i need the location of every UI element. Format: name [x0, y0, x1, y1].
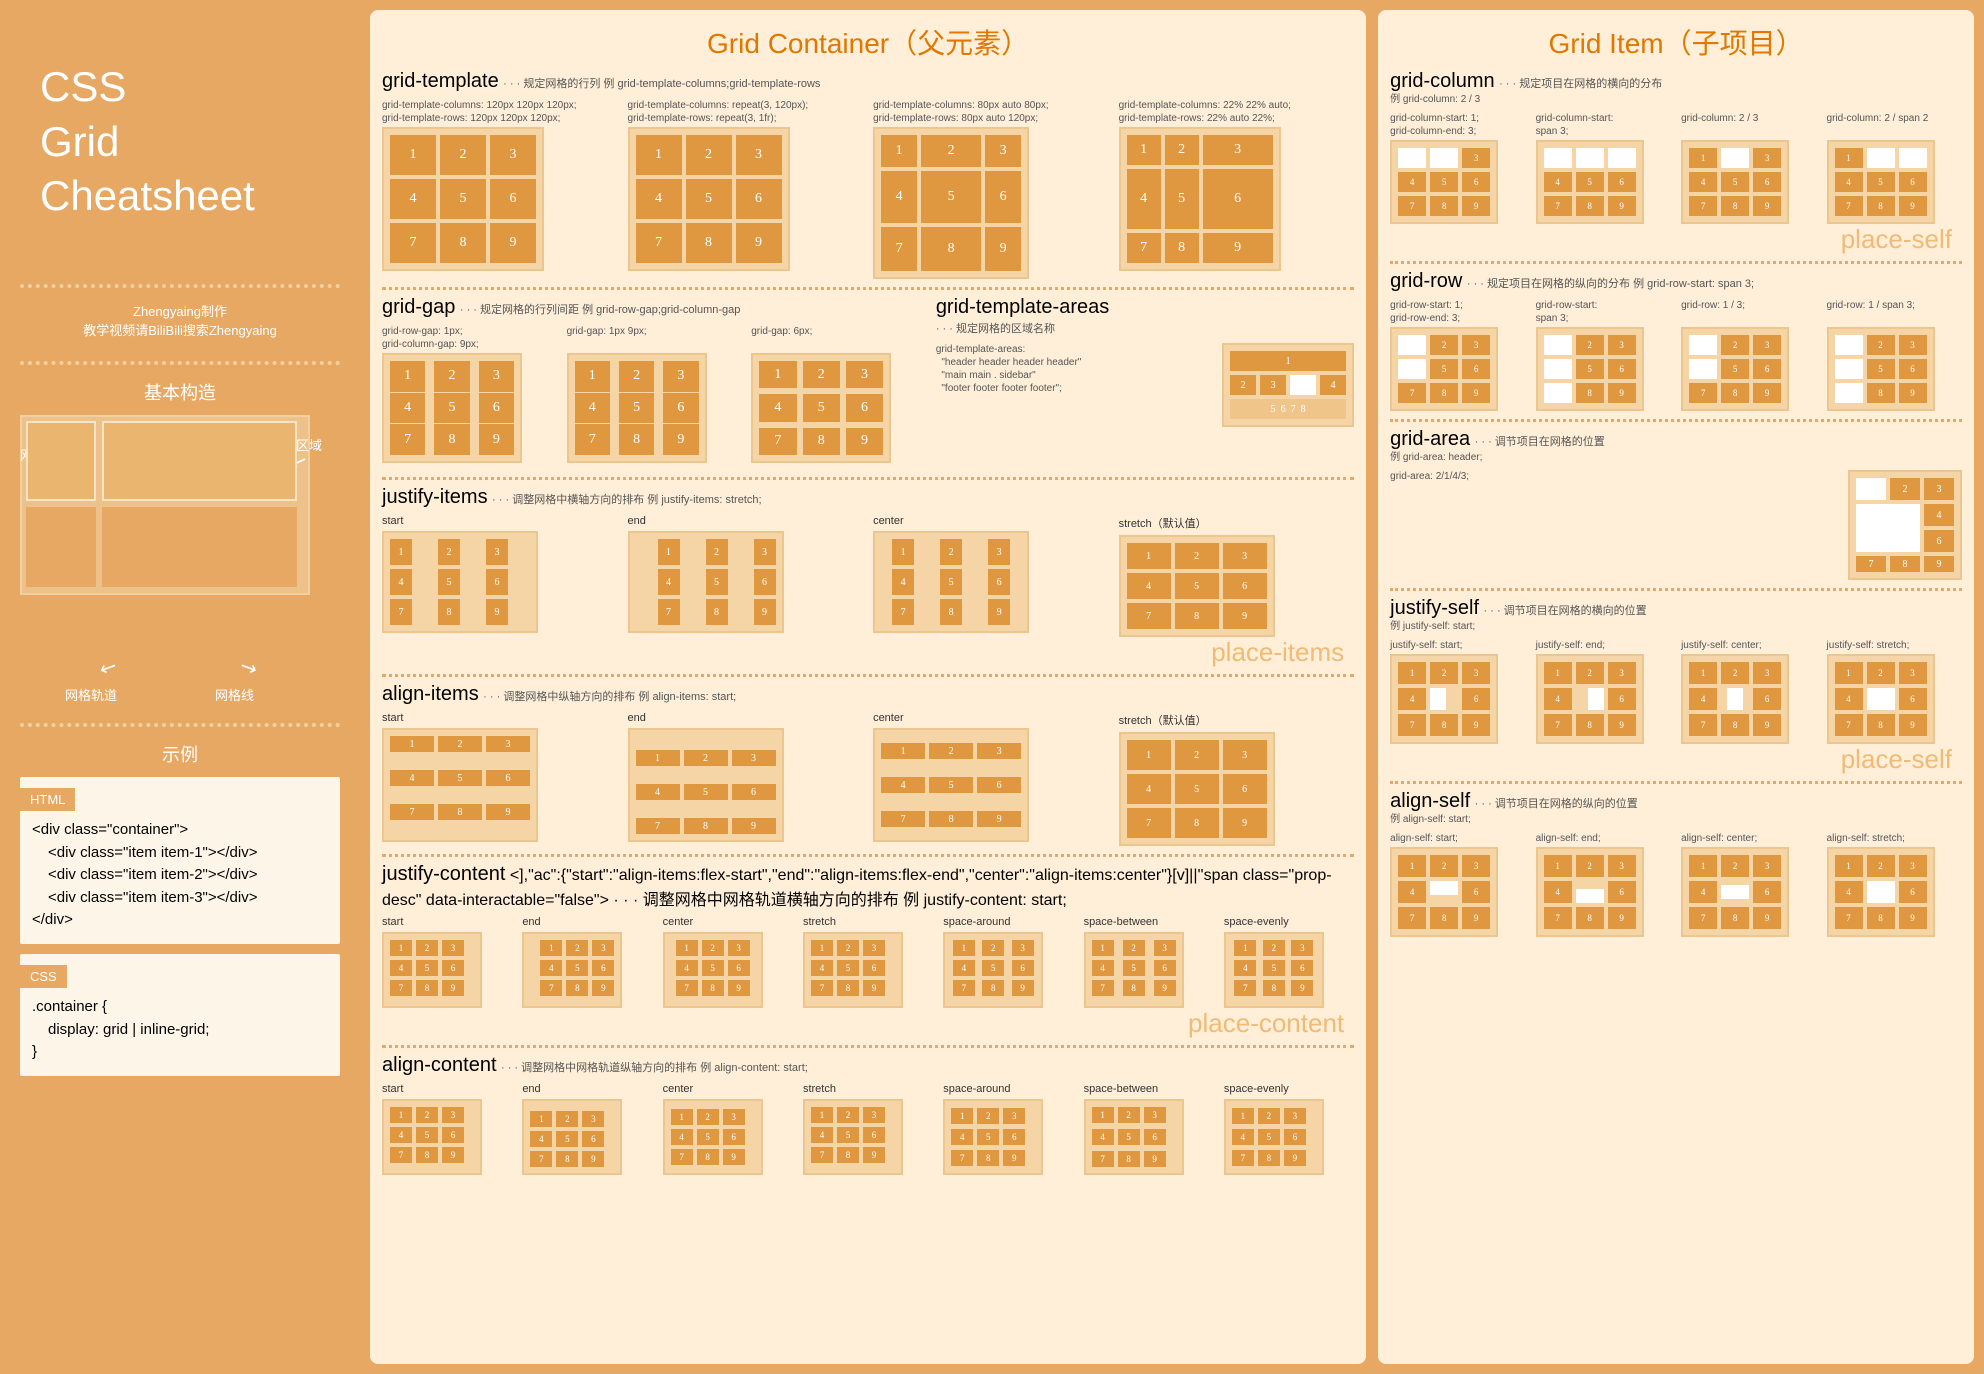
title-line-2: Grid — [40, 115, 340, 170]
grid-demo: 123456789 — [1681, 654, 1789, 744]
structure-diagram: 网格容器 网格单元 网格区域 ↑ ↗ ↗ ↙ ↘ 网格轨道 网格线 — [20, 415, 340, 715]
grid-demo: 123456789 — [1119, 127, 1281, 271]
grid-demo: 123456789 — [1390, 847, 1498, 937]
credit: Zhengyaing制作 教学视频请BiliBili搜索Zhengyaing — [20, 302, 340, 341]
place-self-watermark: place-self — [1390, 224, 1962, 255]
grid-demo: 123456789 — [382, 531, 538, 633]
grid-demo: 123456789 — [1390, 327, 1498, 411]
container-panel: Grid Container（父元素） grid-template · · · … — [370, 10, 1366, 1364]
html-code-box: HTML <div class="container"><div class="… — [20, 777, 340, 944]
main-title: CSS Grid Cheatsheet — [40, 60, 340, 224]
grid-demo: 123456789 — [1119, 732, 1275, 846]
grid-demo: 123456789 — [1390, 654, 1498, 744]
align-items-section: align-items · · · 调整网格中纵轴方向的排布 例 align-i… — [382, 683, 1354, 846]
sidebar: CSS Grid Cheatsheet Zhengyaing制作 教学视频请Bi… — [0, 0, 360, 1374]
grid-demo: 123456789 — [628, 127, 790, 271]
grid-demo: 123456789 — [803, 932, 903, 1008]
title-line-3: Cheatsheet — [40, 169, 340, 224]
grid-demo: 123456789 — [382, 932, 482, 1008]
grid-demo: 123456789 — [522, 932, 622, 1008]
grid-demo: 123456789 — [628, 531, 784, 633]
grid-demo: 123456789 — [1119, 535, 1275, 637]
grid-demo: 123456789 — [943, 1099, 1043, 1175]
grid-template-section: grid-template · · · 规定网格的行列 例 grid-templ… — [382, 70, 1354, 279]
example-heading: 示例 — [20, 741, 340, 767]
grid-demo: 123456789 — [751, 353, 891, 463]
place-content-watermark: place-content — [382, 1008, 1354, 1039]
grid-demo: 123456789 — [628, 728, 784, 842]
grid-area-section: grid-area · · · 调节项目在网格的位置 例 grid-area: … — [1390, 428, 1962, 580]
align-self-section: align-self · · · 调节项目在网格的纵向的位置 例 align-s… — [1390, 790, 1962, 937]
html-tag: HTML — [20, 788, 75, 812]
place-self-watermark: place-self — [1390, 744, 1962, 775]
grid-area-demo: 2346789 — [1848, 470, 1962, 580]
grid-demo: 123456789 — [1827, 847, 1935, 937]
grid-demo: 123456789 — [1224, 932, 1324, 1008]
grid-demo: 123456789 — [522, 1099, 622, 1175]
grid-demo: 123456789 — [1681, 847, 1789, 937]
html-code: <div class="container"><div class="item … — [32, 819, 328, 932]
css-tag: CSS — [20, 965, 67, 989]
grid-demo: 123456789 — [1536, 327, 1644, 411]
grid-demo: 123456789 — [1536, 140, 1644, 224]
grid-demo: 123456789 — [382, 353, 522, 463]
grid-demo: 123456789 — [1681, 140, 1789, 224]
gap-areas-row: grid-gap · · · 规定网格的行列间距 例 grid-row-gap;… — [382, 296, 1354, 471]
grid-demo: 123456789 — [1827, 327, 1935, 411]
grid-demo: 123456789 — [1224, 1099, 1324, 1175]
divider — [20, 361, 340, 365]
divider — [20, 723, 340, 727]
label-line: 网格线 — [215, 685, 254, 704]
grid-demo: 123456789 — [1827, 140, 1935, 224]
grid-demo: 123456789 — [943, 932, 1043, 1008]
grid-demo: 123456789 — [873, 531, 1029, 633]
grid-demo: 123456789 — [1390, 140, 1498, 224]
grid-demo: 123456789 — [1536, 847, 1644, 937]
grid-demo: 123456789 — [873, 728, 1029, 842]
grid-demo: 123456789 — [382, 127, 544, 271]
divider — [20, 284, 340, 288]
arrow-icon: ↘ — [236, 652, 262, 682]
grid-demo: 123456789 — [663, 932, 763, 1008]
align-content-section: align-content · · · 调整网格中网格轨道纵轴方向的排布 例 a… — [382, 1054, 1354, 1175]
item-panel: Grid Item（子项目） grid-column · · · 规定项目在网格… — [1378, 10, 1974, 1364]
grid-demo: 123456789 — [1084, 1099, 1184, 1175]
grid-row-section: grid-row · · · 规定项目在网格的纵向的分布 例 grid-row-… — [1390, 270, 1962, 411]
title-line-1: CSS — [40, 60, 340, 115]
structure-heading: 基本构造 — [20, 379, 340, 405]
container-title: Grid Container（父元素） — [382, 22, 1354, 62]
main-content: Grid Container（父元素） grid-template · · · … — [360, 0, 1984, 1374]
item-title: Grid Item（子项目） — [1390, 22, 1962, 62]
grid-demo: 123456789 — [567, 353, 707, 463]
grid-column-section: grid-column · · · 规定项目在网格的横向的分布 例 grid-c… — [1390, 70, 1962, 255]
grid-demo: 123456789 — [1681, 327, 1789, 411]
areas-demo: 1234 5 6 7 8 — [1222, 343, 1354, 427]
grid-demo: 123456789 — [382, 1099, 482, 1175]
justify-content-section: justify-content <],"ac":{"start":"align-… — [382, 863, 1354, 1039]
css-code-box: CSS .container {display: grid | inline-g… — [20, 954, 340, 1076]
diagram-outer — [20, 415, 310, 595]
label-track: 网格轨道 — [65, 685, 117, 704]
place-items-watermark: place-items — [382, 637, 1354, 668]
justify-self-section: justify-self · · · 调节项目在网格的横向的位置 例 justi… — [1390, 597, 1962, 775]
grid-demo: 123456789 — [803, 1099, 903, 1175]
grid-demo: 123456789 — [663, 1099, 763, 1175]
grid-demo: 123456789 — [382, 728, 538, 842]
css-code: .container {display: grid | inline-grid;… — [32, 996, 328, 1064]
grid-demo: 123456789 — [1827, 654, 1935, 744]
justify-items-section: justify-items · · · 调整网格中横轴方向的排布 例 justi… — [382, 486, 1354, 668]
arrow-icon: ↙ — [96, 652, 122, 682]
grid-demo: 123456789 — [1084, 932, 1184, 1008]
grid-demo: 123456789 — [873, 127, 1029, 279]
grid-demo: 123456789 — [1536, 654, 1644, 744]
